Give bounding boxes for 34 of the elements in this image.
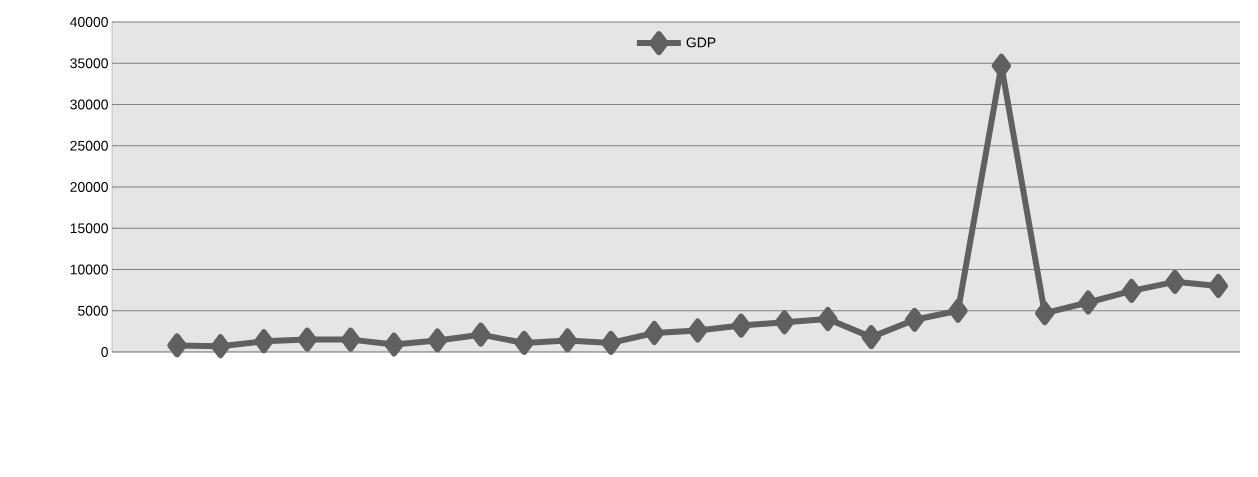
y-tick-label: 10000: [70, 264, 108, 275]
point: [340, 327, 361, 352]
point: [861, 325, 881, 350]
point: [1121, 278, 1142, 303]
point: [818, 306, 838, 331]
point: [1035, 301, 1055, 326]
legend-label: GDP: [686, 37, 716, 48]
y-tick-label: 40000: [70, 17, 108, 27]
point: [427, 328, 448, 353]
point: [1165, 269, 1185, 294]
point: [1208, 273, 1229, 298]
point: [644, 321, 665, 346]
y-tick-label: 35000: [70, 58, 108, 69]
point: [601, 330, 621, 355]
y-tick-label: 5000: [78, 305, 108, 316]
point: [687, 318, 708, 343]
point: [774, 310, 795, 335]
point: [297, 327, 317, 352]
point: [948, 298, 968, 323]
point: [471, 322, 491, 347]
point: [904, 307, 925, 332]
y-tick-label: 30000: [70, 99, 108, 110]
point: [167, 333, 187, 358]
point: [731, 313, 751, 338]
point: [1078, 290, 1098, 315]
point: [514, 330, 534, 355]
y-tick-label: 20000: [70, 182, 108, 192]
point: [254, 329, 274, 354]
point: [557, 328, 578, 353]
point: [384, 332, 404, 357]
point: [210, 334, 231, 359]
y-tick-label: 0: [101, 347, 108, 357]
y-tick-label: 25000: [70, 140, 108, 151]
y-tick-label: 15000: [70, 223, 108, 234]
